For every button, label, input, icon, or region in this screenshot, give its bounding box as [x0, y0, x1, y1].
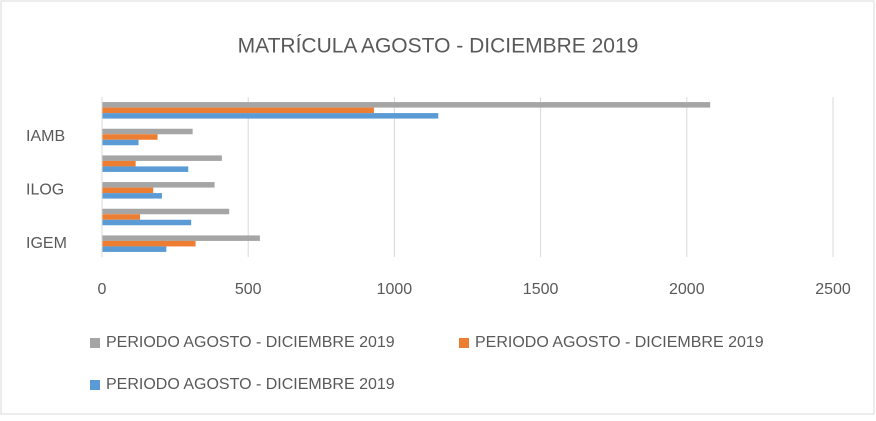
- legend-swatch: [459, 338, 469, 348]
- x-tick-label: 2000: [669, 281, 705, 298]
- x-tick-label: 1000: [377, 281, 413, 298]
- bar: [102, 208, 230, 215]
- bar: [102, 107, 374, 114]
- y-tick-label: ILOG: [26, 182, 64, 199]
- chart-title: MATRÍCULA AGOSTO - DICIEMBRE 2019: [238, 35, 639, 58]
- bar: [102, 235, 260, 241]
- x-tick-label: 2500: [815, 281, 851, 298]
- bar: [102, 134, 158, 140]
- bar: [102, 182, 215, 188]
- x-tick-label: 1500: [523, 281, 559, 298]
- bar: [102, 102, 711, 108]
- bar: [102, 193, 162, 199]
- bar: [102, 128, 193, 135]
- legend-swatch: [90, 380, 100, 390]
- bar: [102, 166, 189, 172]
- bar: [102, 155, 222, 161]
- bar: [102, 160, 136, 167]
- y-tick-label: IAMB: [26, 128, 65, 145]
- bar: [102, 187, 154, 194]
- bar: [102, 113, 439, 119]
- bar: [102, 214, 141, 220]
- bar: [102, 246, 167, 252]
- legend-label: PERIODO AGOSTO - DICIEMBRE 2019: [106, 376, 395, 393]
- bar: [102, 219, 192, 226]
- x-tick-label: 0: [98, 281, 107, 298]
- legend-swatch: [90, 338, 100, 348]
- x-tick-label: 500: [235, 281, 262, 298]
- legend-label: PERIODO AGOSTO - DICIEMBRE 2019: [475, 334, 764, 351]
- y-tick-label: IGEM: [26, 235, 67, 252]
- bar: [102, 240, 196, 247]
- bar: [102, 139, 139, 146]
- legend-label: PERIODO AGOSTO - DICIEMBRE 2019: [106, 334, 395, 351]
